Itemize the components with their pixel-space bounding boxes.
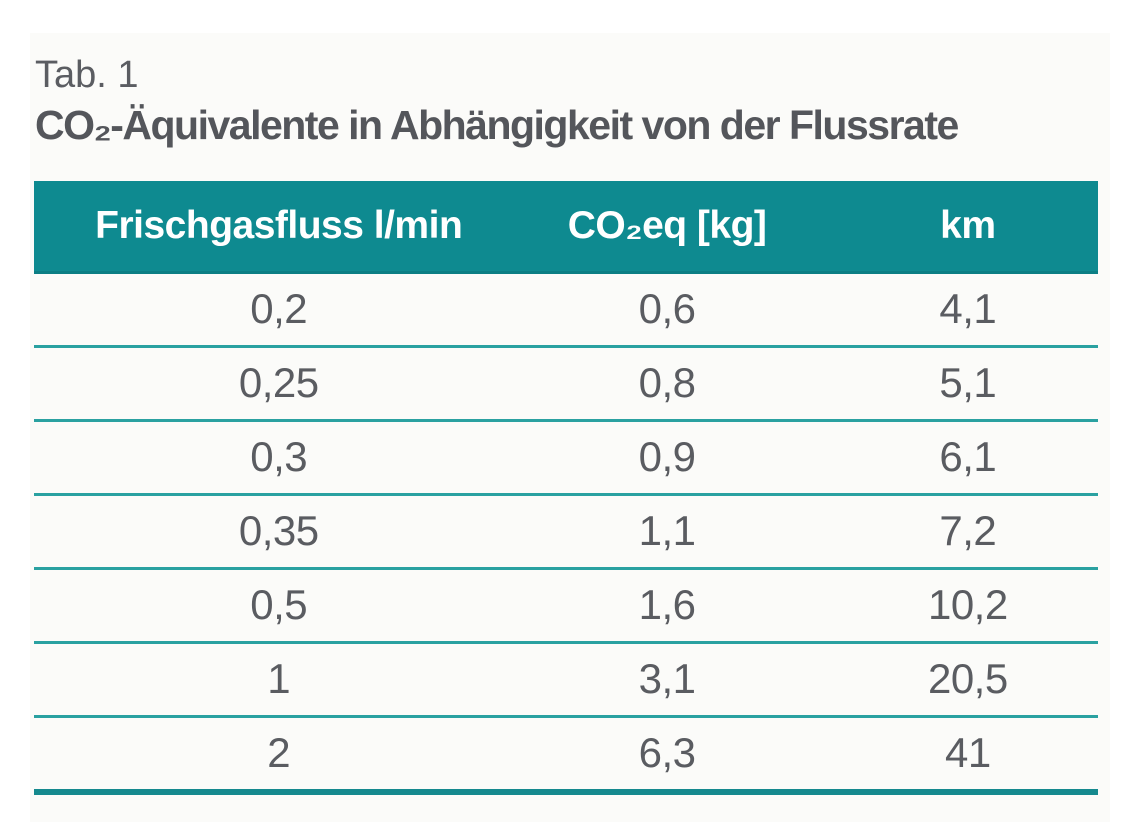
table-cell: 0,35: [34, 494, 524, 570]
table-header: Frischgasfluss l/min CO₂eq [kg] km: [34, 180, 1098, 274]
table-cell: 20,5: [810, 642, 1098, 718]
table-cell: 0,8: [523, 346, 811, 422]
table-body: 0,2 0,6 4,1 0,25 0,8 5,1 0,3 0,9 6,1 0,3…: [34, 272, 1098, 795]
table-header-row: Frischgasfluss l/min CO₂eq [kg] km: [34, 180, 1098, 274]
table-caption-label: Tab. 1: [35, 54, 139, 96]
table-cell: 3,1: [523, 642, 811, 718]
table-cell: 0,25: [34, 346, 524, 422]
table-cell: 2: [34, 716, 524, 795]
table-row: 0,3 0,9 6,1: [34, 420, 1098, 496]
column-header-km: km: [810, 180, 1098, 274]
table-row: 2 6,3 41: [34, 716, 1098, 795]
table-row: 1 3,1 20,5: [34, 642, 1098, 718]
table-cell: 0,6: [523, 272, 811, 348]
table-cell: 0,5: [34, 568, 524, 644]
table-row: 0,2 0,6 4,1: [34, 272, 1098, 348]
co2-equivalents-table: Frischgasfluss l/min CO₂eq [kg] km 0,2 0…: [34, 180, 1098, 795]
table-cell: 4,1: [810, 272, 1098, 348]
table-row: 0,25 0,8 5,1: [34, 346, 1098, 422]
table-cell: 0,3: [34, 420, 524, 496]
table-row: 0,5 1,6 10,2: [34, 568, 1098, 644]
table-cell: 1,6: [523, 568, 811, 644]
table-cell: 6,3: [523, 716, 811, 795]
column-header-co2eq: CO₂eq [kg]: [523, 180, 811, 274]
table-cell: 1: [34, 642, 524, 718]
table-cell: 7,2: [810, 494, 1098, 570]
table-caption-title: CO₂-Äquivalente in Abhängigkeit von der …: [35, 101, 959, 148]
table-cell: 10,2: [810, 568, 1098, 644]
table-cell: 41: [810, 716, 1098, 795]
table-cell: 0,2: [34, 272, 524, 348]
table-row: 0,35 1,1 7,2: [34, 494, 1098, 570]
table-cell: 5,1: [810, 346, 1098, 422]
table-cell: 0,9: [523, 420, 811, 496]
table-cell: 6,1: [810, 420, 1098, 496]
content-panel: Tab. 1 CO₂-Äquivalente in Abhängigkeit v…: [30, 33, 1110, 822]
column-header-frischgasfluss: Frischgasfluss l/min: [34, 180, 524, 274]
table-cell: 1,1: [523, 494, 811, 570]
